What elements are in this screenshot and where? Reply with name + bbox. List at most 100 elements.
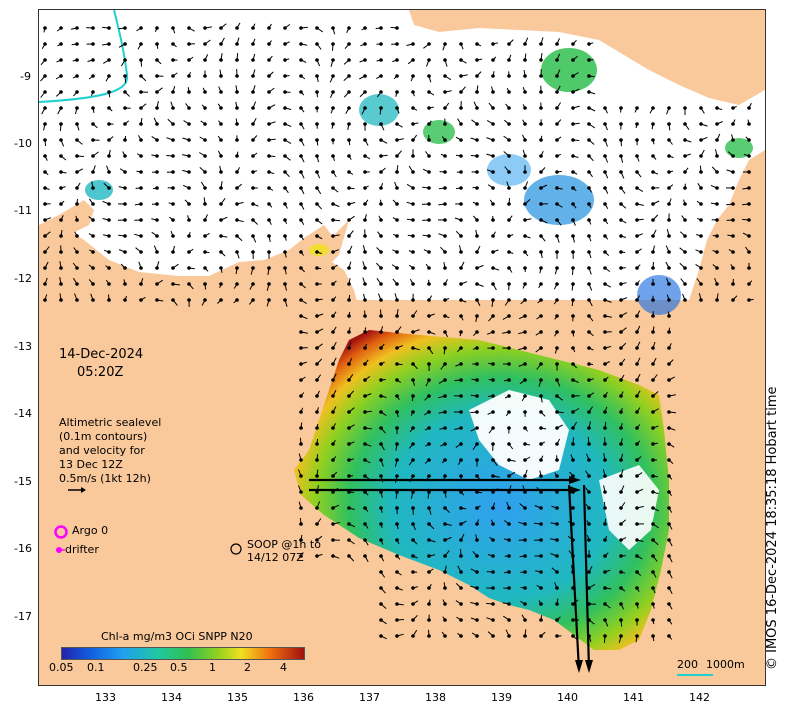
strong-current-heads <box>569 476 593 673</box>
velocity-vector-line <box>698 293 702 301</box>
velocity-vector-dot <box>59 122 63 126</box>
velocity-vector-line <box>636 218 644 221</box>
velocity-vector-dot <box>539 570 543 574</box>
velocity-vector-line <box>444 75 452 81</box>
velocity-vector-line <box>518 347 526 351</box>
velocity-vector-line <box>604 552 609 557</box>
velocity-vector-line <box>556 38 560 45</box>
velocity-vector-line <box>620 485 625 493</box>
velocity-vector-line <box>252 219 258 225</box>
velocity-vector-line <box>172 245 175 253</box>
argo-marker-icon <box>54 525 68 539</box>
velocity-vector-line <box>316 59 321 67</box>
velocity-vector-line <box>188 27 195 32</box>
velocity-vector-line <box>668 427 676 431</box>
velocity-vector-line <box>540 427 547 430</box>
velocity-vector-line <box>156 59 162 65</box>
lon-tick: 134 <box>161 691 182 704</box>
velocity-vector-line <box>519 379 526 385</box>
velocity-vector-line <box>364 327 367 333</box>
velocity-vector-line <box>332 264 338 269</box>
velocity-vector-line <box>716 293 719 301</box>
velocity-vector-line <box>504 299 510 306</box>
velocity-vector-line <box>700 149 705 157</box>
velocity-vector-line <box>343 91 350 98</box>
velocity-vector-line <box>396 107 400 114</box>
velocity-vector-line <box>118 186 126 189</box>
velocity-vector-line <box>554 347 558 354</box>
velocity-vector-line <box>550 553 558 557</box>
velocity-vector-line <box>668 411 676 414</box>
velocity-vector-line <box>412 122 419 125</box>
velocity-vector-line <box>572 363 578 369</box>
velocity-vector-line <box>710 184 718 189</box>
velocity-vector-line <box>470 155 478 157</box>
velocity-vector-line <box>44 261 49 269</box>
velocity-vector-line <box>604 283 612 288</box>
velocity-vector-line <box>218 86 222 93</box>
velocity-vector-line <box>636 539 644 542</box>
velocity-vector-line <box>696 234 702 237</box>
velocity-vector-line <box>200 120 206 125</box>
velocity-vector-line <box>524 427 528 432</box>
velocity-vector-line <box>379 107 382 115</box>
velocity-vector-line <box>636 155 640 162</box>
velocity-vector-dot <box>155 266 159 270</box>
colorbar-tick: 1 <box>209 661 216 674</box>
velocity-vector-line <box>491 86 494 93</box>
velocity-vector-line <box>523 70 526 77</box>
velocity-vector-line <box>236 201 244 205</box>
velocity-vector-line <box>406 183 414 189</box>
velocity-vector-line <box>572 331 575 337</box>
velocity-vector-line <box>540 37 544 45</box>
velocity-vector-line <box>553 283 558 290</box>
velocity-vector-line <box>588 331 594 337</box>
velocity-vector-line <box>668 587 673 595</box>
velocity-vector-line <box>620 251 626 253</box>
velocity-vector-line <box>556 170 562 173</box>
velocity-vector-line <box>540 411 546 417</box>
velocity-vector-line <box>332 234 340 237</box>
lon-tick: 142 <box>689 691 710 704</box>
velocity-vector-line <box>364 459 371 464</box>
velocity-vector-line <box>299 437 302 445</box>
velocity-vector-line <box>152 187 158 190</box>
velocity-vector-line <box>167 118 174 125</box>
velocity-vector-line <box>540 184 548 189</box>
velocity-vector-line <box>588 583 596 589</box>
velocity-vector-line <box>55 75 62 80</box>
velocity-vector-line <box>696 200 702 205</box>
velocity-vector-line <box>172 263 179 269</box>
velocity-vector-line <box>124 295 128 301</box>
velocity-vector-line <box>502 315 510 320</box>
velocity-vector-line <box>332 389 337 397</box>
velocity-vector-line <box>604 171 609 179</box>
velocity-vector-line <box>620 219 627 224</box>
velocity-vector-line <box>522 104 526 109</box>
velocity-vector-line <box>300 203 305 210</box>
velocity-vector-line <box>364 539 369 546</box>
velocity-vector-line <box>332 341 337 349</box>
velocity-vector-line <box>140 296 146 301</box>
velocity-vector-line <box>636 472 643 477</box>
velocity-vector-line <box>457 347 462 353</box>
velocity-vector-line <box>316 343 323 349</box>
velocity-vector-line <box>219 283 222 288</box>
velocity-vector-line <box>492 475 500 478</box>
colorbar-tick: 4 <box>280 661 287 674</box>
velocity-vector-line <box>540 455 544 461</box>
velocity-vector-line <box>332 326 337 333</box>
velocity-vector-line <box>236 53 239 61</box>
velocity-vector-line <box>44 139 47 147</box>
velocity-vector-line <box>364 427 372 430</box>
velocity-vector-line <box>267 267 270 275</box>
velocity-vector-line <box>316 438 319 445</box>
velocity-vector-line <box>156 101 159 109</box>
velocity-vector-line <box>76 155 84 157</box>
velocity-vector-line <box>556 85 561 93</box>
velocity-vector-line <box>460 74 468 77</box>
velocity-vector-line <box>716 121 723 125</box>
velocity-vector-line <box>668 376 676 381</box>
velocity-vector-line <box>235 101 238 109</box>
velocity-vector-line <box>556 203 563 208</box>
